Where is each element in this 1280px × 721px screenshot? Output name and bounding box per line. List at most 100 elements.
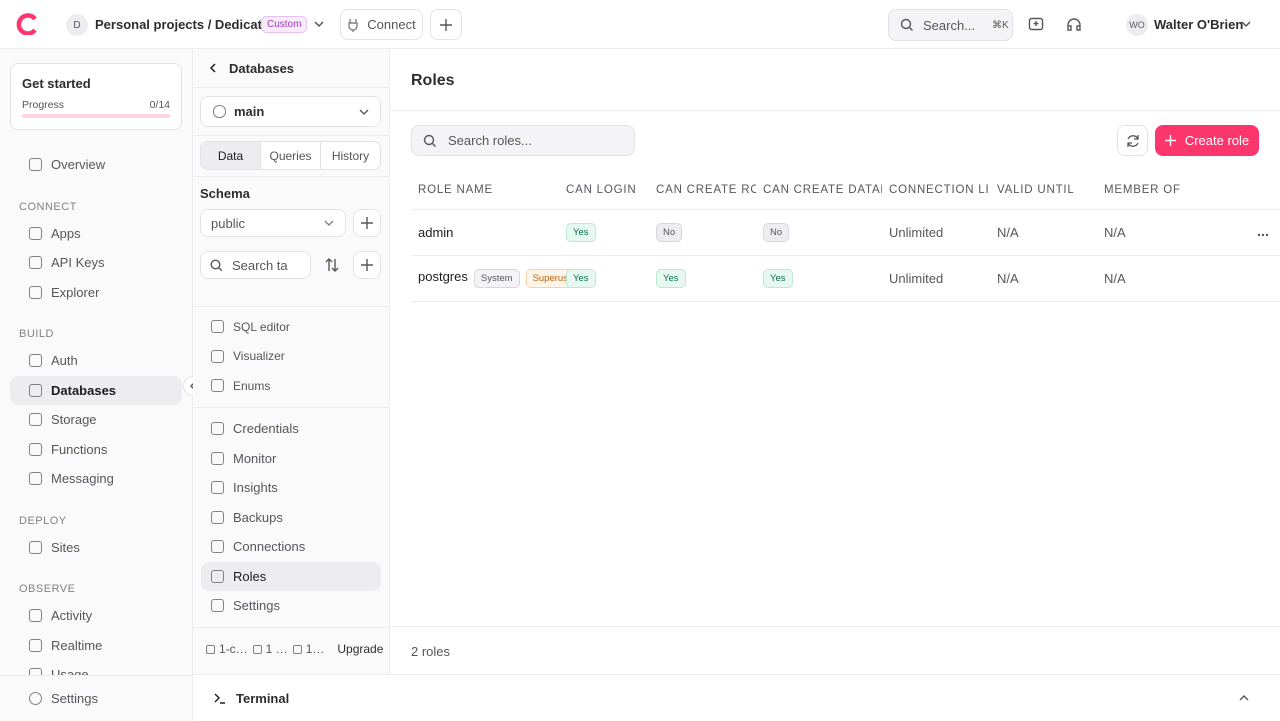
page-title: Roles <box>411 72 455 89</box>
nav-item[interactable]: Databases <box>10 375 182 405</box>
tab[interactable]: Queries <box>260 142 320 169</box>
panel-item[interactable]: Monitor <box>201 444 381 474</box>
database-panel: Databases main Data Queries History Schema… <box>193 49 390 674</box>
cell: Yes <box>756 255 882 302</box>
user-name[interactable]: Walter O'Brien <box>1154 17 1244 32</box>
table-search[interactable]: Search ta <box>200 251 311 279</box>
plus-icon <box>361 259 373 271</box>
schema-label: Schema <box>200 186 250 201</box>
icon <box>29 540 42 554</box>
get-started-card[interactable]: Get started Progress 0/14 <box>10 63 182 130</box>
nav-item[interactable]: Functions <box>10 435 182 465</box>
cell: N/A <box>1097 209 1250 256</box>
links: Credentials Monitor Insights Backups Connect… <box>193 414 389 621</box>
cell: No <box>649 209 756 256</box>
column-header: CAN CREATE DATAB <box>756 171 882 210</box>
icon <box>29 285 42 299</box>
nav-item[interactable]: Usage <box>10 660 182 675</box>
chevron <box>359 109 369 115</box>
icon <box>29 256 42 270</box>
database-select[interactable]: main <box>200 96 381 127</box>
nav-text: Realtime <box>51 637 103 653</box>
nav-text: Sites <box>51 539 80 555</box>
panel-item[interactable]: Visualizer <box>201 342 381 372</box>
connect-button[interactable]: Connect <box>340 9 423 40</box>
icon <box>29 413 42 427</box>
add-schema[interactable] <box>353 209 381 237</box>
cell: Unlimited <box>882 209 990 256</box>
nav-item[interactable]: Apps <box>10 219 182 249</box>
add-button[interactable] <box>430 9 462 40</box>
upgrade-link[interactable]: Upgrade <box>337 642 384 656</box>
role-count: 2 roles <box>411 644 451 659</box>
panel-text: Visualizer <box>233 349 285 364</box>
nav-text: Apps <box>51 225 81 241</box>
nav-item[interactable]: API Keys <box>10 248 182 278</box>
sidebar-footer: Settings <box>0 675 192 721</box>
org-avatar: D <box>66 14 88 36</box>
panel-item[interactable]: Insights <box>201 473 381 503</box>
progress-label: Progress <box>22 99 65 111</box>
support-icon[interactable] <box>1066 17 1082 33</box>
nav-text: API Keys <box>51 255 105 271</box>
role-row[interactable]: admin Yes No No Unlimited N/A N/A <box>411 209 1280 256</box>
back-link[interactable]: Databases <box>193 49 389 88</box>
panel-item[interactable]: Roles <box>201 561 381 591</box>
role-row[interactable]: postgres System Superuser Yes Yes Yes Unlimite… <box>411 255 1280 302</box>
create-role-button[interactable]: Create role <box>1155 125 1259 156</box>
chevron[interactable] <box>313 19 325 29</box>
icon <box>29 638 42 652</box>
nav-item[interactable]: Realtime <box>10 631 182 661</box>
schema-name: public <box>211 215 245 231</box>
icon <box>211 451 224 465</box>
connect-label: Connect <box>367 17 416 32</box>
nav-text: Usage <box>51 667 89 675</box>
panel-item[interactable]: Enums <box>201 371 381 401</box>
nav-item[interactable]: Explorer <box>10 278 182 308</box>
sidebar: Get started Progress 0/14 Overview CONNEC… <box>0 49 203 721</box>
tab[interactable]: Data <box>201 142 260 169</box>
nav-section-label: DEPLOY <box>19 514 67 527</box>
role-search[interactable]: Search roles... <box>411 125 635 156</box>
role-name-cell: admin <box>411 209 559 256</box>
project-name[interactable]: Personal projects / Dedicated <box>95 17 278 32</box>
status-badge: Yes <box>763 268 793 288</box>
panel-item[interactable]: Backups <box>201 503 381 533</box>
feedback-icon[interactable] <box>1028 17 1044 33</box>
panel-item[interactable]: SQL editor <box>201 312 381 342</box>
panel-item[interactable]: Settings <box>201 591 381 621</box>
more-icon[interactable] <box>1257 233 1269 237</box>
column-header-actions <box>1250 171 1280 210</box>
schema-select[interactable]: public <box>200 209 346 237</box>
nav-item[interactable]: Overview <box>10 150 182 180</box>
divider <box>193 407 389 408</box>
progress-bar <box>22 114 170 118</box>
nav-item[interactable]: Messaging <box>10 464 182 494</box>
sort-icon[interactable] <box>325 258 339 272</box>
chevron[interactable] <box>1240 19 1252 29</box>
icon <box>29 158 42 172</box>
nav-item[interactable]: Sites <box>10 533 182 563</box>
cell: No <box>756 209 882 256</box>
panel-item[interactable]: Credentials <box>201 414 381 444</box>
add-table[interactable] <box>353 251 381 279</box>
search-box[interactable]: Search... ⌘K <box>888 9 1013 41</box>
tab[interactable]: History <box>320 142 380 169</box>
search-icon <box>900 18 913 31</box>
panel-item[interactable]: Connections <box>201 532 381 562</box>
nav-item[interactable]: Auth <box>10 346 182 376</box>
icon <box>29 383 42 397</box>
nav-item[interactable]: Activity <box>10 601 182 631</box>
logo <box>16 13 37 35</box>
role-tag: System <box>473 268 520 288</box>
refresh-button[interactable] <box>1117 125 1148 156</box>
icon <box>292 644 302 654</box>
main: Roles Search roles... Create role ROLE N… <box>390 49 1280 674</box>
terminal-bar[interactable]: Terminal <box>193 674 1280 721</box>
nav-item[interactable]: Storage <box>10 405 182 435</box>
role-name-cell: postgres System Superuser <box>411 255 584 302</box>
user-avatar: WO <box>1126 14 1148 36</box>
nav-item[interactable]: Settings <box>10 684 182 714</box>
plug-icon <box>348 18 358 32</box>
